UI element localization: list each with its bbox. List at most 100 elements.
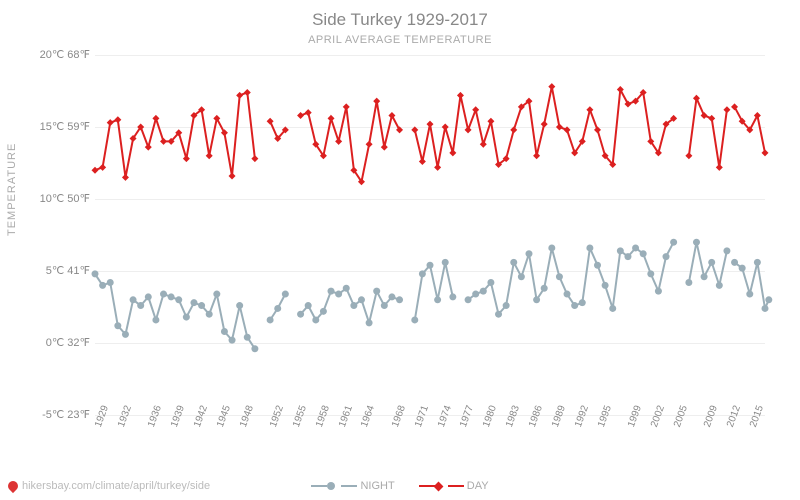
series-marker [762, 149, 769, 156]
series-marker [640, 250, 647, 257]
series-marker [411, 126, 418, 133]
series-marker [624, 253, 631, 260]
series-marker [427, 121, 434, 128]
series-marker [723, 247, 730, 254]
series-marker [708, 259, 715, 266]
series-marker [525, 250, 532, 257]
series-marker [213, 291, 220, 298]
series-marker [602, 282, 609, 289]
series-marker [762, 305, 769, 312]
series-marker [107, 279, 114, 286]
series-marker [267, 118, 274, 125]
series-marker [548, 244, 555, 251]
series-marker [586, 244, 593, 251]
series-marker [739, 265, 746, 272]
series-marker [274, 305, 281, 312]
series-marker [434, 164, 441, 171]
series-marker [480, 288, 487, 295]
map-pin-icon [6, 479, 20, 493]
series-marker [465, 126, 472, 133]
series-marker [419, 158, 426, 165]
series-marker [449, 149, 456, 156]
footer-text: hikersbay.com/climate/april/turkey/side [22, 480, 210, 492]
series-marker [708, 115, 715, 122]
series-marker [175, 296, 182, 303]
series-marker [282, 291, 289, 298]
series-marker [754, 259, 761, 266]
series-marker [229, 172, 236, 179]
series-marker [427, 262, 434, 269]
series-marker [335, 291, 342, 298]
series-marker [343, 285, 350, 292]
series-marker [746, 291, 753, 298]
series-marker [168, 293, 175, 300]
series-marker [358, 296, 365, 303]
series-marker [229, 337, 236, 344]
series-marker [480, 141, 487, 148]
series-marker [183, 155, 190, 162]
series-marker [388, 293, 395, 300]
series-marker [670, 239, 677, 246]
series-marker [373, 98, 380, 105]
series-marker [381, 144, 388, 151]
series-marker [617, 247, 624, 254]
series-marker [206, 311, 213, 318]
series-marker [716, 282, 723, 289]
series-marker [99, 164, 106, 171]
series-marker [350, 302, 357, 309]
series-marker [647, 270, 654, 277]
series-marker [366, 141, 373, 148]
series-marker [396, 296, 403, 303]
series-marker [114, 116, 121, 123]
chart-container: Side Turkey 1929-2017 APRIL AVERAGE TEMP… [0, 0, 800, 500]
series-marker [533, 152, 540, 159]
series-marker [541, 285, 548, 292]
series-marker [765, 296, 772, 303]
series-marker [92, 270, 99, 277]
series-marker [244, 334, 251, 341]
series-marker [236, 92, 243, 99]
series-marker [472, 291, 479, 298]
series-marker [685, 279, 692, 286]
series-marker [449, 293, 456, 300]
series-marker [137, 302, 144, 309]
series-marker [495, 311, 502, 318]
series-marker [213, 115, 220, 122]
series-line [689, 98, 727, 167]
series-marker [297, 112, 304, 119]
series-marker [503, 302, 510, 309]
series-marker [411, 316, 418, 323]
series-marker [152, 115, 159, 122]
series-marker [701, 112, 708, 119]
series-marker [731, 259, 738, 266]
legend-label: DAY [464, 480, 489, 492]
series-marker [206, 152, 213, 159]
series-marker [632, 244, 639, 251]
series-marker [731, 103, 738, 110]
series-marker [487, 279, 494, 286]
legend-label: NIGHT [357, 480, 394, 492]
series-marker [457, 92, 464, 99]
series-marker [564, 126, 571, 133]
series-marker [609, 305, 616, 312]
series-marker [693, 95, 700, 102]
series-marker [556, 273, 563, 280]
series-marker [548, 83, 555, 90]
series-marker [160, 138, 167, 145]
series-marker [183, 314, 190, 321]
series-marker [617, 86, 624, 93]
series-marker [723, 106, 730, 113]
series-marker [442, 124, 449, 131]
series-marker [388, 112, 395, 119]
legend-item-night: NIGHT [311, 480, 394, 492]
series-marker [624, 100, 631, 107]
series-marker [190, 299, 197, 306]
series-marker [564, 291, 571, 298]
series-marker [663, 253, 670, 260]
series-marker [594, 126, 601, 133]
series-marker [472, 106, 479, 113]
series-marker [244, 89, 251, 96]
series-marker [381, 302, 388, 309]
series-marker [328, 115, 335, 122]
series-marker [419, 270, 426, 277]
